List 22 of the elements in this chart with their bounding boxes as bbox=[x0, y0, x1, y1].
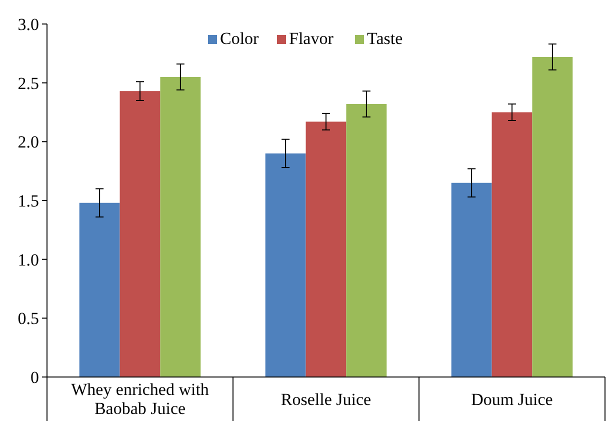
x-tick-label: Whey enriched with Baobab Juice bbox=[71, 380, 210, 418]
y-tick-label: 1.0 bbox=[18, 250, 39, 270]
legend-label: Color bbox=[220, 29, 260, 48]
x-tick-label: Doum Juice bbox=[471, 390, 553, 409]
bar bbox=[492, 112, 532, 377]
bar bbox=[79, 202, 120, 377]
legend-label: Taste bbox=[367, 29, 403, 48]
bar bbox=[306, 122, 346, 377]
bar bbox=[451, 182, 492, 377]
y-tick-label: 0.5 bbox=[18, 309, 39, 328]
bar bbox=[120, 91, 160, 377]
bar bbox=[346, 104, 387, 377]
y-tick-label: 2.5 bbox=[18, 74, 39, 93]
x-tick-label: Roselle Juice bbox=[280, 390, 372, 409]
bar bbox=[160, 76, 201, 377]
y-tick-label: 2.0 bbox=[18, 132, 39, 152]
bar bbox=[532, 56, 573, 377]
bar bbox=[265, 153, 306, 377]
y-tick-label: 3.0 bbox=[18, 14, 39, 34]
y-tick-label: 1.5 bbox=[18, 191, 39, 210]
legend-label: Flavor bbox=[289, 29, 334, 48]
y-tick-label: 0 bbox=[30, 368, 39, 387]
